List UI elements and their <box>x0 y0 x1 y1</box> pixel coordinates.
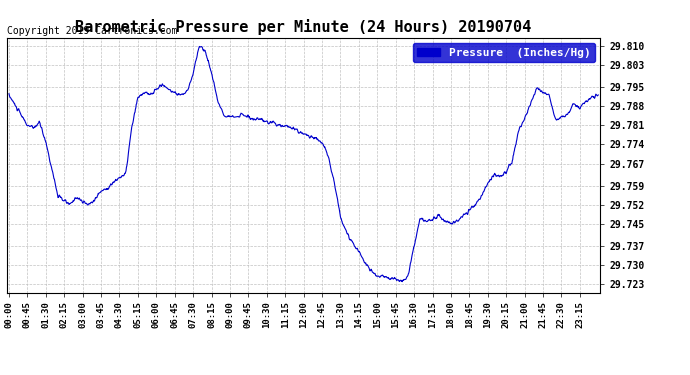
Legend: Pressure  (Inches/Hg): Pressure (Inches/Hg) <box>413 43 595 62</box>
Text: Copyright 2019 Cartronics.com: Copyright 2019 Cartronics.com <box>7 26 177 36</box>
Title: Barometric Pressure per Minute (24 Hours) 20190704: Barometric Pressure per Minute (24 Hours… <box>75 19 532 35</box>
